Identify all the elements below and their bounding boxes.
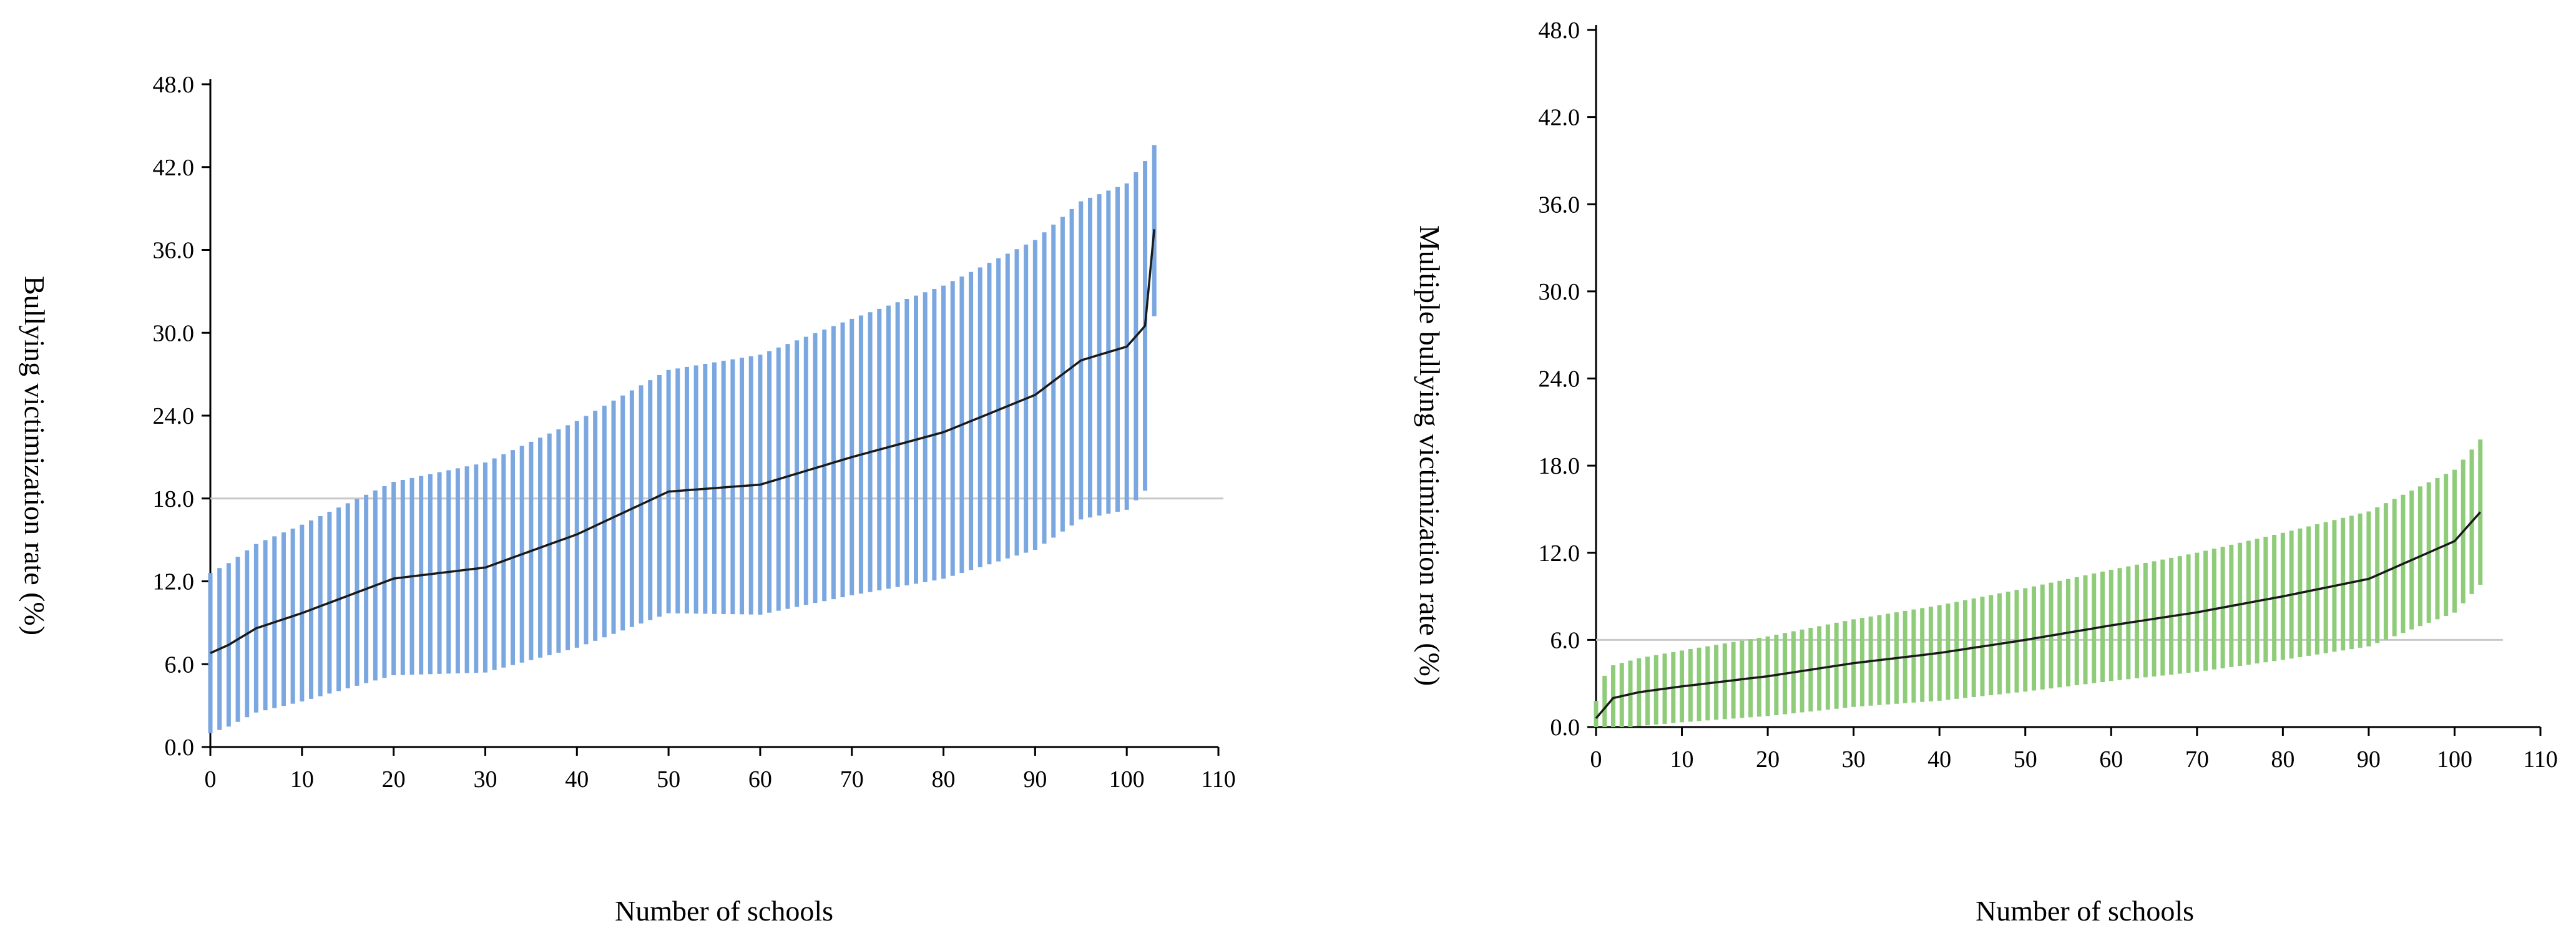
x-tick-label: 100 bbox=[2437, 746, 2472, 773]
x-axis-label: Number of schools bbox=[615, 895, 833, 927]
y-tick-label: 0.0 bbox=[1550, 715, 1580, 741]
chart-bullying-victimization: Bullying victimization rate (%) Number o… bbox=[19, 72, 1236, 927]
x-axis-label: Number of schools bbox=[1976, 895, 2194, 927]
rate-line bbox=[210, 229, 1155, 655]
y-tick-label: 36.0 bbox=[1539, 192, 1580, 218]
y-tick-label: 12.0 bbox=[1539, 540, 1580, 567]
x-tick-label: 100 bbox=[1109, 766, 1145, 793]
rate-line bbox=[1595, 511, 2482, 720]
y-tick-label: 6.0 bbox=[165, 652, 195, 678]
y-tick-label: 6.0 bbox=[1550, 627, 1580, 653]
x-tick-label: 80 bbox=[932, 766, 956, 793]
y-tick-label: 24.0 bbox=[1539, 366, 1580, 393]
y-tick-label: 30.0 bbox=[1539, 279, 1580, 305]
x-tick-label: 70 bbox=[840, 766, 864, 793]
x-tick-label: 110 bbox=[1201, 766, 1236, 793]
x-tick-label: 60 bbox=[2099, 746, 2123, 773]
x-tick-label: 40 bbox=[1927, 746, 1951, 773]
x-tick-label: 40 bbox=[565, 766, 589, 793]
y-tick-label: 24.0 bbox=[153, 403, 195, 429]
y-tick-label: 18.0 bbox=[153, 486, 195, 512]
x-tick-label: 20 bbox=[1756, 746, 1780, 773]
chart-multiple-bullying-victimization: Multiple bullying victimization rate (%)… bbox=[1414, 17, 2558, 927]
x-tick-label: 50 bbox=[657, 766, 680, 793]
y-tick-label: 42.0 bbox=[153, 155, 195, 181]
x-tick-label: 110 bbox=[2523, 746, 2558, 773]
y-tick-label: 0.0 bbox=[165, 735, 195, 761]
x-tick-label: 80 bbox=[2271, 746, 2294, 773]
y-tick-label: 36.0 bbox=[153, 238, 195, 264]
x-tick-label: 90 bbox=[1023, 766, 1047, 793]
x-tick-label: 0 bbox=[205, 766, 217, 793]
x-tick-label: 50 bbox=[2014, 746, 2037, 773]
x-tick-label: 30 bbox=[473, 766, 497, 793]
y-tick-label: 48.0 bbox=[153, 72, 195, 98]
x-tick-label: 10 bbox=[1670, 746, 1694, 773]
y-tick-label: 12.0 bbox=[153, 569, 195, 595]
y-axis-label: Multiple bullying victimization rate (%) bbox=[1414, 225, 1446, 686]
x-tick-label: 0 bbox=[1590, 746, 1602, 773]
x-tick-label: 20 bbox=[382, 766, 406, 793]
y-tick-label: 48.0 bbox=[1539, 17, 1580, 44]
x-tick-label: 70 bbox=[2185, 746, 2209, 773]
y-tick-label: 42.0 bbox=[1539, 105, 1580, 131]
x-tick-label: 60 bbox=[748, 766, 772, 793]
x-tick-label: 90 bbox=[2357, 746, 2381, 773]
y-axis-label: Bullying victimization rate (%) bbox=[19, 276, 51, 635]
y-tick-label: 30.0 bbox=[153, 320, 195, 346]
y-tick-label: 18.0 bbox=[1539, 453, 1580, 479]
x-tick-label: 30 bbox=[1842, 746, 1866, 773]
x-tick-label: 10 bbox=[290, 766, 314, 793]
